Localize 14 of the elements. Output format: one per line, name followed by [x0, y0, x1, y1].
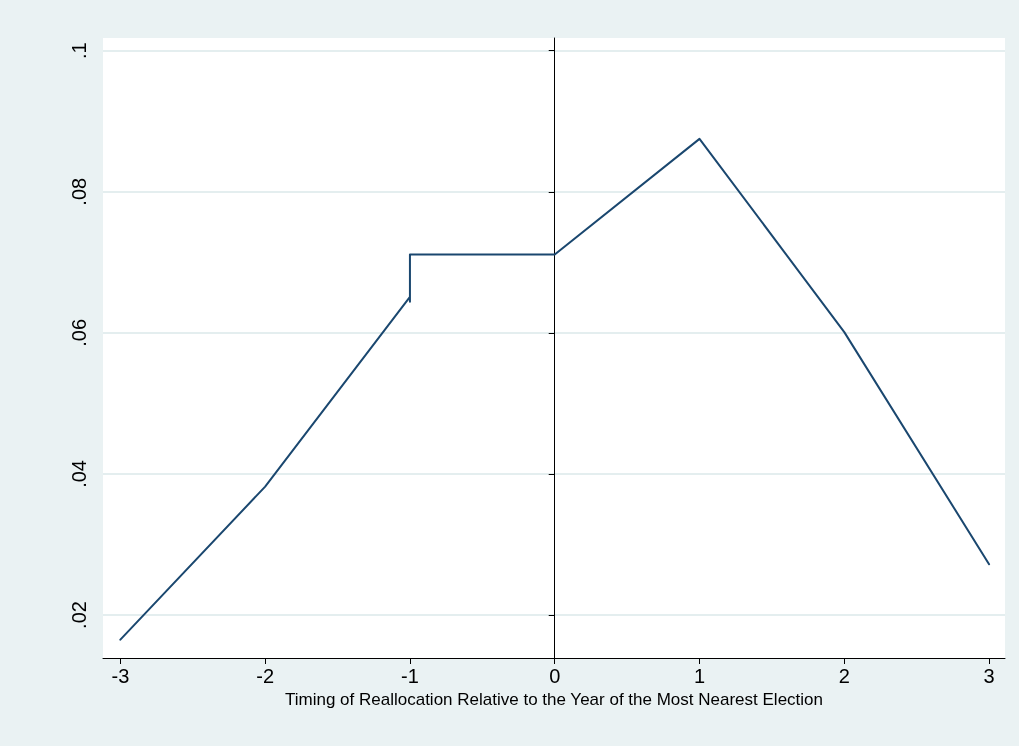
- y-tick-label: .06: [68, 318, 90, 347]
- y-tick-label: .02: [68, 601, 90, 629]
- x-tick-label: 0: [549, 665, 561, 687]
- y-tick-label: .08: [68, 177, 90, 206]
- x-tick-label: -3: [111, 665, 130, 687]
- x-tick-label: -2: [256, 665, 275, 687]
- y-tick-label: .04: [68, 460, 90, 488]
- x-tick-label: 3: [983, 665, 995, 687]
- line-series: [119, 137, 991, 641]
- y-tick-label: .1: [68, 42, 90, 60]
- x-axis-title: Timing of Reallocation Relative to the Year of the Most Nearest Election: [285, 689, 823, 709]
- x-tick-label: -1: [401, 665, 419, 687]
- x-tick-label: 1: [693, 665, 706, 687]
- x-tick-label: 2: [838, 665, 850, 687]
